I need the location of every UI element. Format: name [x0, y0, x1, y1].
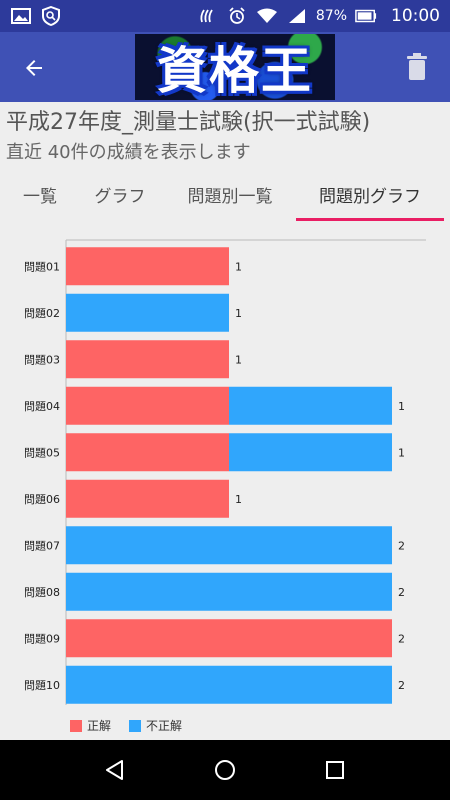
- value-label: 2: [398, 539, 405, 552]
- bar-correct: [66, 340, 229, 379]
- category-label: 問題03: [24, 353, 60, 366]
- bar-correct: [66, 386, 229, 425]
- legend-swatch-incorrect: [129, 719, 142, 732]
- bar-correct: [66, 619, 392, 658]
- value-label: 2: [398, 679, 405, 692]
- page-subtitle: 直近 40件の成績を表示します: [6, 142, 251, 163]
- navigation-bar: [0, 740, 450, 800]
- bar-incorrect: [66, 572, 392, 611]
- signal-icon: [286, 7, 308, 25]
- image-notification-icon: [10, 7, 32, 25]
- value-label: 1: [398, 446, 405, 459]
- value-label: 2: [398, 586, 405, 599]
- chart-legend: 正解 不正解: [70, 717, 182, 734]
- stacked-bar-chart: 問題011問題021問題031問題0411問題0511問題061問題072問題0…: [24, 239, 426, 705]
- legend-item-correct: 正解: [70, 717, 111, 734]
- category-label: 問題02: [24, 307, 60, 320]
- legend-swatch-correct: [70, 719, 82, 732]
- nav-home-button[interactable]: [205, 750, 245, 790]
- value-label: 1: [235, 307, 242, 320]
- battery-icon: [355, 7, 377, 25]
- arrow-back-icon: [26, 60, 42, 76]
- category-label: 問題04: [24, 400, 60, 413]
- category-label: 問題10: [24, 679, 60, 692]
- wifi-icon: [256, 7, 278, 25]
- value-label: 1: [235, 353, 242, 366]
- category-label: 問題05: [24, 446, 60, 459]
- bar-correct: [66, 247, 229, 286]
- app-logo: 資格王: [135, 34, 335, 100]
- category-label: 問題07: [24, 539, 60, 552]
- legend-label-incorrect: 不正解: [146, 719, 183, 733]
- bar-correct: [66, 433, 229, 472]
- battery-percent: 87%: [315, 8, 347, 24]
- app-bar: 資格王: [0, 32, 450, 102]
- bar-incorrect: [229, 433, 392, 472]
- clock-time: 10:00: [391, 6, 440, 26]
- chart-area: 問題011問題021問題031問題0411問題0511問題061問題072問題0…: [0, 228, 450, 738]
- logo-text: 資格王: [157, 41, 313, 100]
- nav-back-button[interactable]: [95, 750, 135, 790]
- category-label: 問題01: [24, 260, 60, 273]
- tab-indicator: [296, 218, 444, 221]
- category-label: 問題09: [24, 632, 60, 645]
- page-title: 平成27年度_測量士試験(択一式試験): [6, 110, 371, 135]
- category-label: 問題08: [24, 586, 60, 599]
- nfc-icon: [196, 7, 218, 25]
- legend-item-incorrect: 不正解: [129, 717, 182, 734]
- legend-label-correct: 正解: [87, 719, 112, 733]
- tab-question-graph[interactable]: 問題別グラフ: [319, 186, 421, 207]
- value-label: 1: [235, 260, 242, 273]
- tab-list[interactable]: 一覧: [23, 186, 57, 207]
- category-label: 問題06: [24, 493, 60, 506]
- alarm-icon: [226, 7, 248, 25]
- nav-home-icon: [215, 760, 235, 780]
- back-button[interactable]: [14, 48, 54, 88]
- value-label: 2: [398, 632, 405, 645]
- bar-incorrect: [66, 526, 392, 565]
- delete-button[interactable]: [402, 50, 432, 84]
- bar-incorrect: [66, 665, 392, 704]
- bar-correct: [66, 479, 229, 518]
- bar-incorrect: [66, 293, 229, 332]
- trash-icon: [407, 53, 427, 80]
- value-label: 1: [235, 493, 242, 506]
- nav-recents-button[interactable]: [315, 750, 355, 790]
- nav-back-icon: [106, 760, 123, 780]
- tab-bar: 一覧 グラフ 問題別一覧 問題別グラフ: [0, 168, 450, 221]
- value-label: 1: [398, 400, 405, 413]
- bar-incorrect: [229, 386, 392, 425]
- nav-recents-icon: [326, 761, 344, 779]
- tab-question-list[interactable]: 問題別一覧: [187, 186, 273, 207]
- status-bar: 87% 10:00: [0, 0, 450, 32]
- search-shield-notification-icon: [40, 6, 62, 26]
- tab-graph[interactable]: グラフ: [94, 186, 146, 207]
